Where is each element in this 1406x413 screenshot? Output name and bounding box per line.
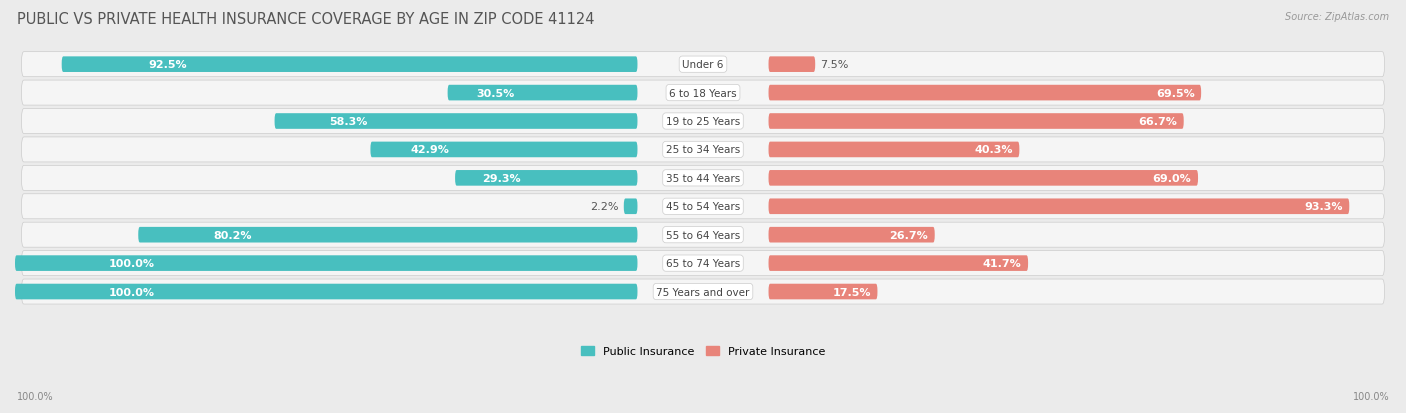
FancyBboxPatch shape — [21, 109, 1385, 134]
FancyBboxPatch shape — [21, 251, 1385, 276]
Text: 75 Years and over: 75 Years and over — [657, 287, 749, 297]
FancyBboxPatch shape — [769, 227, 935, 243]
Text: 40.3%: 40.3% — [974, 145, 1012, 155]
Text: 55 to 64 Years: 55 to 64 Years — [666, 230, 740, 240]
Text: 41.7%: 41.7% — [983, 259, 1022, 268]
FancyBboxPatch shape — [769, 256, 1028, 271]
FancyBboxPatch shape — [370, 142, 637, 158]
Text: Under 6: Under 6 — [682, 60, 724, 70]
Text: 80.2%: 80.2% — [214, 230, 252, 240]
FancyBboxPatch shape — [769, 57, 815, 73]
Text: 19 to 25 Years: 19 to 25 Years — [666, 117, 740, 127]
FancyBboxPatch shape — [624, 199, 637, 215]
Text: 100.0%: 100.0% — [108, 259, 155, 268]
FancyBboxPatch shape — [21, 166, 1385, 191]
Text: Source: ZipAtlas.com: Source: ZipAtlas.com — [1285, 12, 1389, 22]
Text: 30.5%: 30.5% — [477, 88, 515, 98]
Text: 69.5%: 69.5% — [1156, 88, 1195, 98]
FancyBboxPatch shape — [769, 114, 1184, 130]
Text: 29.3%: 29.3% — [482, 173, 522, 183]
Text: 25 to 34 Years: 25 to 34 Years — [666, 145, 740, 155]
FancyBboxPatch shape — [274, 114, 637, 130]
Text: 26.7%: 26.7% — [890, 230, 928, 240]
FancyBboxPatch shape — [769, 199, 1350, 215]
FancyBboxPatch shape — [21, 223, 1385, 248]
Text: 35 to 44 Years: 35 to 44 Years — [666, 173, 740, 183]
Text: 42.9%: 42.9% — [411, 145, 450, 155]
FancyBboxPatch shape — [769, 284, 877, 299]
FancyBboxPatch shape — [138, 227, 637, 243]
FancyBboxPatch shape — [15, 256, 637, 271]
Text: 2.2%: 2.2% — [591, 202, 619, 212]
FancyBboxPatch shape — [21, 81, 1385, 106]
FancyBboxPatch shape — [769, 171, 1198, 186]
Text: 100.0%: 100.0% — [17, 391, 53, 401]
Text: 93.3%: 93.3% — [1305, 202, 1343, 212]
Legend: Public Insurance, Private Insurance: Public Insurance, Private Insurance — [576, 342, 830, 361]
Text: 100.0%: 100.0% — [108, 287, 155, 297]
Text: PUBLIC VS PRIVATE HEALTH INSURANCE COVERAGE BY AGE IN ZIP CODE 41124: PUBLIC VS PRIVATE HEALTH INSURANCE COVER… — [17, 12, 595, 27]
Text: 45 to 54 Years: 45 to 54 Years — [666, 202, 740, 212]
Text: 92.5%: 92.5% — [148, 60, 187, 70]
Text: 58.3%: 58.3% — [329, 117, 367, 127]
Text: 6 to 18 Years: 6 to 18 Years — [669, 88, 737, 98]
Text: 65 to 74 Years: 65 to 74 Years — [666, 259, 740, 268]
FancyBboxPatch shape — [62, 57, 637, 73]
Text: 100.0%: 100.0% — [1353, 391, 1389, 401]
FancyBboxPatch shape — [769, 85, 1201, 101]
FancyBboxPatch shape — [447, 85, 637, 101]
Text: 7.5%: 7.5% — [821, 60, 849, 70]
Text: 69.0%: 69.0% — [1153, 173, 1191, 183]
Text: 17.5%: 17.5% — [832, 287, 870, 297]
FancyBboxPatch shape — [21, 194, 1385, 219]
FancyBboxPatch shape — [21, 138, 1385, 163]
FancyBboxPatch shape — [769, 142, 1019, 158]
FancyBboxPatch shape — [21, 279, 1385, 304]
FancyBboxPatch shape — [456, 171, 637, 186]
FancyBboxPatch shape — [15, 284, 637, 299]
Text: 66.7%: 66.7% — [1139, 117, 1177, 127]
FancyBboxPatch shape — [21, 52, 1385, 78]
